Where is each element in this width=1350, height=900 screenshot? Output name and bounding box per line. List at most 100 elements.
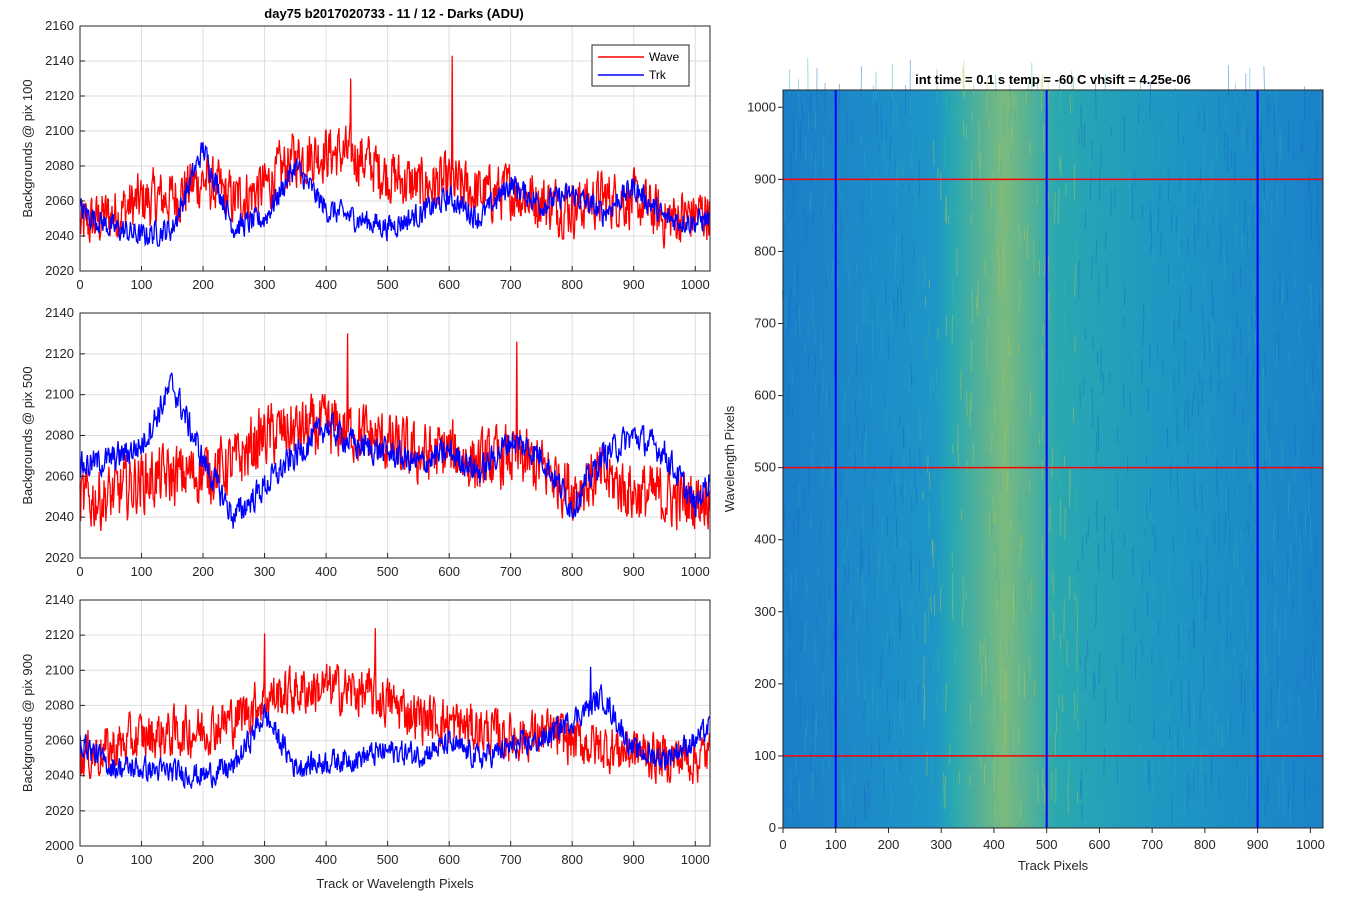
series-line-wave bbox=[79, 55, 711, 249]
x-tick-label: 100 bbox=[825, 837, 847, 852]
heatmap-field bbox=[783, 90, 1323, 828]
x-tick-label: 500 bbox=[377, 277, 399, 292]
x-tick-label: 800 bbox=[1194, 837, 1216, 852]
axes-frame bbox=[79, 25, 711, 272]
legend-box bbox=[591, 44, 690, 87]
y-tick-label: 2140 bbox=[45, 592, 74, 607]
y-tick-label: 0 bbox=[769, 820, 776, 835]
x-tick-label: 0 bbox=[779, 837, 786, 852]
y-tick-label: 400 bbox=[754, 532, 776, 547]
y-tick-label: 900 bbox=[754, 171, 776, 186]
y-tick-label: 2120 bbox=[45, 88, 74, 103]
x-axis-label: Track Pixels bbox=[1018, 858, 1089, 873]
heatmap-texture bbox=[781, 57, 1323, 828]
y-tick-label: 2140 bbox=[45, 53, 74, 68]
x-tick-label: 800 bbox=[561, 277, 583, 292]
y-tick-label: 2060 bbox=[45, 733, 74, 748]
line-plot-pix-500: 0 100 200 300 400 500 600 700 800 900 1000 2020 2040… bbox=[20, 305, 711, 579]
x-tick-label: 200 bbox=[192, 564, 214, 579]
x-tick-label: 600 bbox=[1089, 837, 1111, 852]
x-tick-label: 800 bbox=[561, 564, 583, 579]
axes-frame bbox=[79, 599, 711, 847]
x-tick-label: 600 bbox=[438, 564, 460, 579]
x-axis-label: Track or Wavelength Pixels bbox=[316, 876, 474, 891]
x-tick-label: 700 bbox=[500, 277, 522, 292]
x-tick-label: 100 bbox=[131, 852, 153, 867]
x-tick-label: 600 bbox=[438, 277, 460, 292]
x-tick-label: 900 bbox=[623, 564, 645, 579]
y-tick-label: 2100 bbox=[45, 123, 74, 138]
x-tick-label: 200 bbox=[878, 837, 900, 852]
y-tick-label: 2040 bbox=[45, 228, 74, 243]
y-tick-label: 2060 bbox=[45, 468, 74, 483]
x-tick-label: 500 bbox=[1036, 837, 1058, 852]
y-tick-label: 2100 bbox=[45, 387, 74, 402]
x-tick-label: 200 bbox=[192, 277, 214, 292]
y-axis-label: Wavelength Pixels bbox=[722, 405, 737, 512]
y-axis-label: Backgrounds @ pix 100 bbox=[20, 79, 35, 217]
y-tick-label: 2080 bbox=[45, 697, 74, 712]
heatmap-plot: 0 100 200 300 400 500 600 700 800 900 1000 0 100 200 3… bbox=[722, 57, 1325, 873]
series-line-trk bbox=[79, 372, 711, 529]
legend: Wave Trk bbox=[591, 44, 690, 87]
x-tick-label: 0 bbox=[76, 564, 83, 579]
y-tick-label: 2120 bbox=[45, 346, 74, 361]
x-tick-label: 900 bbox=[623, 852, 645, 867]
x-tick-label: 1000 bbox=[681, 277, 710, 292]
x-tick-label: 300 bbox=[254, 564, 276, 579]
y-tick-label: 2080 bbox=[45, 158, 74, 173]
y-tick-label: 2040 bbox=[45, 509, 74, 524]
x-tick-label: 1000 bbox=[681, 564, 710, 579]
y-tick-label: 100 bbox=[754, 748, 776, 763]
x-tick-label: 900 bbox=[1247, 837, 1269, 852]
y-tick-label: 2040 bbox=[45, 768, 74, 783]
x-tick-label: 200 bbox=[192, 852, 214, 867]
y-tick-label: 2020 bbox=[45, 263, 74, 278]
y-axis-label: Backgrounds @ pix 900 bbox=[20, 654, 35, 792]
x-tick-label: 700 bbox=[1141, 837, 1163, 852]
y-tick-label: 2000 bbox=[45, 838, 74, 853]
heatmap-axes-frame bbox=[782, 89, 1324, 829]
y-tick-label: 2080 bbox=[45, 428, 74, 443]
x-tick-label: 100 bbox=[131, 277, 153, 292]
series-line-wave bbox=[79, 333, 711, 532]
y-tick-label: 1000 bbox=[747, 99, 776, 114]
x-tick-label: 500 bbox=[377, 852, 399, 867]
y-axis-label: Backgrounds @ pix 500 bbox=[20, 366, 35, 504]
line-plot-pix-900: 0 100 200 300 400 500 600 700 800 900 1000 2000 2020… bbox=[20, 592, 711, 891]
y-tick-label: 2020 bbox=[45, 550, 74, 565]
x-tick-label: 0 bbox=[76, 852, 83, 867]
series-line-wave bbox=[79, 628, 711, 785]
x-tick-label: 0 bbox=[76, 277, 83, 292]
y-tick-label: 2120 bbox=[45, 627, 74, 642]
y-tick-label: 600 bbox=[754, 388, 776, 403]
x-tick-label: 1000 bbox=[681, 852, 710, 867]
x-tick-label: 300 bbox=[254, 852, 276, 867]
x-tick-label: 1000 bbox=[1296, 837, 1325, 852]
x-tick-label: 900 bbox=[623, 277, 645, 292]
x-tick-label: 300 bbox=[254, 277, 276, 292]
y-tick-label: 200 bbox=[754, 676, 776, 691]
y-tick-label: 500 bbox=[754, 460, 776, 475]
x-tick-label: 400 bbox=[315, 564, 337, 579]
x-tick-label: 400 bbox=[315, 852, 337, 867]
x-tick-label: 500 bbox=[377, 564, 399, 579]
x-tick-label: 400 bbox=[983, 837, 1005, 852]
x-tick-label: 300 bbox=[930, 837, 952, 852]
x-tick-label: 600 bbox=[438, 852, 460, 867]
y-tick-label: 2020 bbox=[45, 803, 74, 818]
series-line-trk bbox=[79, 142, 711, 248]
x-tick-label: 800 bbox=[561, 852, 583, 867]
y-tick-label: 2100 bbox=[45, 662, 74, 677]
y-tick-label: 300 bbox=[754, 604, 776, 619]
y-tick-label: 800 bbox=[754, 243, 776, 258]
x-tick-label: 100 bbox=[131, 564, 153, 579]
y-tick-label: 2060 bbox=[45, 193, 74, 208]
heatmap-title: int time = 0.1 s temp = -60 C vhsift = 4… bbox=[915, 72, 1191, 87]
x-tick-label: 400 bbox=[315, 277, 337, 292]
y-tick-label: 2140 bbox=[45, 305, 74, 320]
series-line-trk bbox=[79, 666, 711, 790]
x-tick-label: 700 bbox=[500, 852, 522, 867]
legend-label-trk: Trk bbox=[649, 68, 667, 82]
